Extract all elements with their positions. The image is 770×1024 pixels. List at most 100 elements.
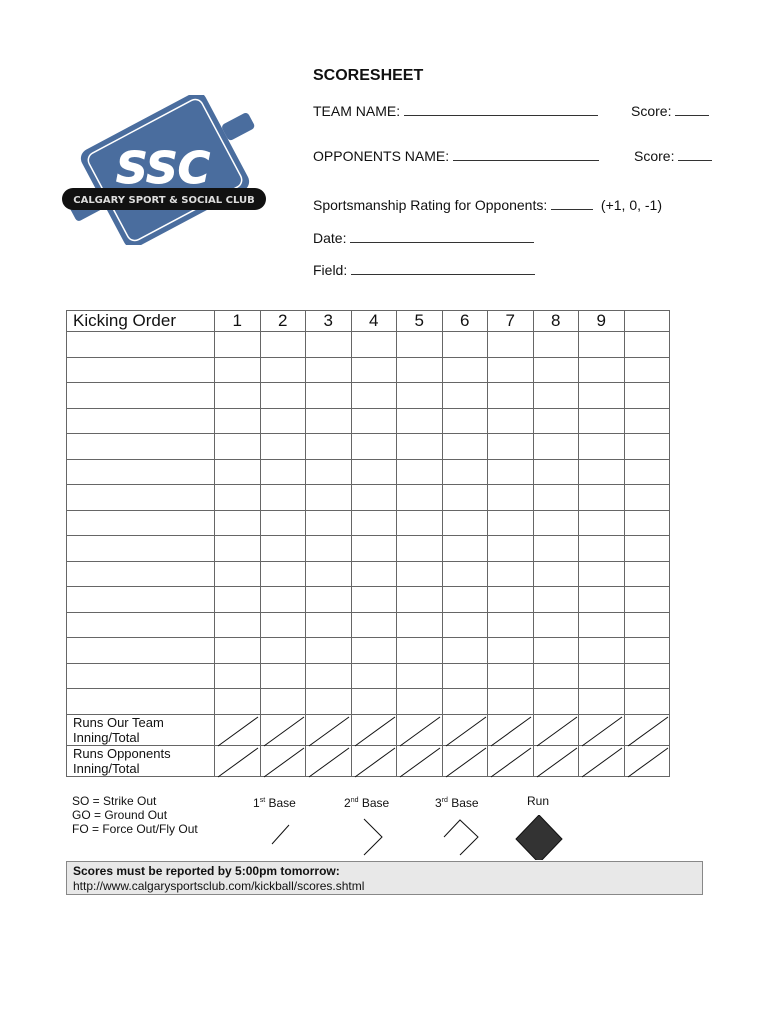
at-bat-cell[interactable]	[578, 535, 625, 562]
at-bat-cell[interactable]	[578, 407, 625, 434]
at-bat-cell[interactable]	[305, 637, 352, 664]
at-bat-cell[interactable]	[623, 433, 670, 460]
at-bat-cell[interactable]	[441, 637, 488, 664]
at-bat-cell[interactable]	[214, 535, 261, 562]
runs-cell[interactable]	[578, 744, 625, 777]
at-bat-cell[interactable]	[532, 611, 579, 638]
team-name-field[interactable]: TEAM NAME:	[313, 103, 599, 119]
at-bat-cell[interactable]	[441, 356, 488, 383]
at-bat-cell[interactable]	[623, 611, 670, 638]
at-bat-cell[interactable]	[305, 560, 352, 587]
kicker-name-cell[interactable]	[66, 433, 215, 460]
at-bat-cell[interactable]	[350, 637, 397, 664]
kicker-name-cell[interactable]	[66, 458, 215, 485]
sportsmanship-field[interactable]: Sportsmanship Rating for Opponents: (+1,…	[313, 197, 662, 213]
at-bat-cell[interactable]	[396, 458, 443, 485]
opponent-score-field[interactable]: Score:	[634, 148, 713, 164]
at-bat-cell[interactable]	[214, 382, 261, 409]
kicker-name-cell[interactable]	[66, 382, 215, 409]
at-bat-cell[interactable]	[259, 688, 306, 715]
at-bat-cell[interactable]	[623, 458, 670, 485]
at-bat-cell[interactable]	[532, 637, 579, 664]
runs-cell[interactable]	[214, 713, 261, 746]
at-bat-cell[interactable]	[578, 509, 625, 536]
at-bat-cell[interactable]	[487, 484, 534, 511]
at-bat-cell[interactable]	[487, 382, 534, 409]
at-bat-cell[interactable]	[214, 433, 261, 460]
at-bat-cell[interactable]	[350, 484, 397, 511]
at-bat-cell[interactable]	[305, 662, 352, 689]
at-bat-cell[interactable]	[578, 433, 625, 460]
at-bat-cell[interactable]	[623, 586, 670, 613]
at-bat-cell[interactable]	[259, 331, 306, 358]
at-bat-cell[interactable]	[214, 637, 261, 664]
at-bat-cell[interactable]	[532, 560, 579, 587]
at-bat-cell[interactable]	[305, 586, 352, 613]
at-bat-cell[interactable]	[214, 662, 261, 689]
kicker-name-cell[interactable]	[66, 535, 215, 562]
kicker-name-cell[interactable]	[66, 407, 215, 434]
at-bat-cell[interactable]	[487, 560, 534, 587]
at-bat-cell[interactable]	[350, 662, 397, 689]
at-bat-cell[interactable]	[487, 509, 534, 536]
at-bat-cell[interactable]	[623, 560, 670, 587]
at-bat-cell[interactable]	[532, 433, 579, 460]
runs-cell[interactable]	[532, 744, 579, 777]
at-bat-cell[interactable]	[214, 688, 261, 715]
at-bat-cell[interactable]	[305, 535, 352, 562]
at-bat-cell[interactable]	[259, 407, 306, 434]
at-bat-cell[interactable]	[578, 637, 625, 664]
at-bat-cell[interactable]	[396, 407, 443, 434]
at-bat-cell[interactable]	[487, 356, 534, 383]
at-bat-cell[interactable]	[350, 688, 397, 715]
at-bat-cell[interactable]	[305, 611, 352, 638]
at-bat-cell[interactable]	[487, 688, 534, 715]
at-bat-cell[interactable]	[441, 407, 488, 434]
runs-cell[interactable]	[305, 744, 352, 777]
at-bat-cell[interactable]	[532, 356, 579, 383]
at-bat-cell[interactable]	[305, 382, 352, 409]
at-bat-cell[interactable]	[441, 662, 488, 689]
runs-cell[interactable]	[396, 744, 443, 777]
kicker-name-cell[interactable]	[66, 509, 215, 536]
at-bat-cell[interactable]	[350, 331, 397, 358]
at-bat-cell[interactable]	[487, 458, 534, 485]
at-bat-cell[interactable]	[532, 484, 579, 511]
at-bat-cell[interactable]	[578, 382, 625, 409]
at-bat-cell[interactable]	[623, 382, 670, 409]
field-field[interactable]: Field:	[313, 262, 536, 278]
kicker-name-cell[interactable]	[66, 637, 215, 664]
at-bat-cell[interactable]	[259, 433, 306, 460]
at-bat-cell[interactable]	[305, 458, 352, 485]
kicker-name-cell[interactable]	[66, 662, 215, 689]
at-bat-cell[interactable]	[396, 509, 443, 536]
at-bat-cell[interactable]	[578, 484, 625, 511]
at-bat-cell[interactable]	[350, 560, 397, 587]
team-score-field[interactable]: Score:	[631, 103, 710, 119]
at-bat-cell[interactable]	[396, 637, 443, 664]
at-bat-cell[interactable]	[259, 560, 306, 587]
at-bat-cell[interactable]	[396, 433, 443, 460]
runs-cell[interactable]	[305, 713, 352, 746]
at-bat-cell[interactable]	[623, 509, 670, 536]
at-bat-cell[interactable]	[623, 356, 670, 383]
at-bat-cell[interactable]	[623, 688, 670, 715]
kicker-name-cell[interactable]	[66, 356, 215, 383]
at-bat-cell[interactable]	[214, 560, 261, 587]
at-bat-cell[interactable]	[441, 535, 488, 562]
at-bat-cell[interactable]	[396, 535, 443, 562]
at-bat-cell[interactable]	[259, 662, 306, 689]
at-bat-cell[interactable]	[350, 535, 397, 562]
runs-cell[interactable]	[441, 713, 488, 746]
date-field[interactable]: Date:	[313, 230, 535, 246]
at-bat-cell[interactable]	[259, 484, 306, 511]
at-bat-cell[interactable]	[396, 560, 443, 587]
at-bat-cell[interactable]	[532, 535, 579, 562]
at-bat-cell[interactable]	[441, 433, 488, 460]
at-bat-cell[interactable]	[305, 331, 352, 358]
at-bat-cell[interactable]	[350, 611, 397, 638]
runs-cell[interactable]	[487, 713, 534, 746]
at-bat-cell[interactable]	[350, 586, 397, 613]
at-bat-cell[interactable]	[532, 688, 579, 715]
runs-cell[interactable]	[350, 744, 397, 777]
